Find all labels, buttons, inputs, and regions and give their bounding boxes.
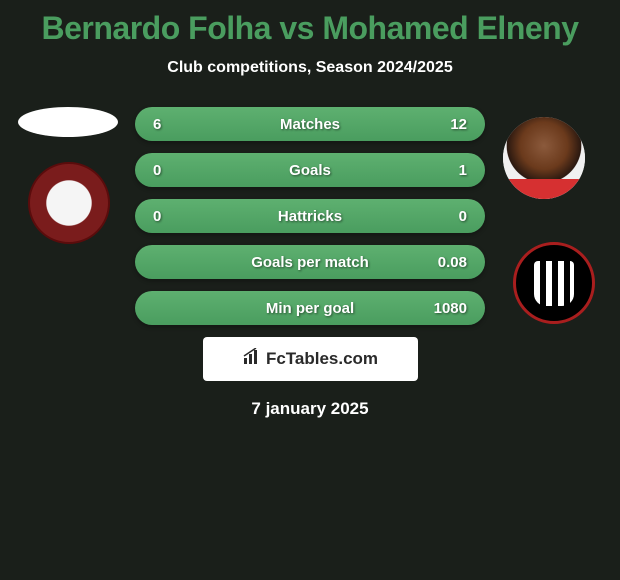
- date-text: 7 january 2025: [10, 399, 610, 419]
- stat-row-matches: 6 Matches 12: [135, 107, 485, 141]
- stat-left-value: 6: [153, 116, 193, 133]
- stat-left-value: 0: [153, 162, 193, 179]
- stat-right-value: 0.08: [427, 254, 467, 271]
- stat-right-value: 0: [427, 208, 467, 225]
- club-badge-left: [28, 162, 110, 244]
- season-subtitle: Club competitions, Season 2024/2025: [0, 59, 620, 77]
- stat-row-hattricks: 0 Hattricks 0: [135, 199, 485, 233]
- page-title: Bernardo Folha vs Mohamed Elneny: [0, 10, 620, 47]
- stat-right-value: 12: [427, 116, 467, 133]
- stat-row-goals-per-match: Goals per match 0.08: [135, 245, 485, 279]
- stat-left-value: 0: [153, 208, 193, 225]
- stat-label: Min per goal: [266, 300, 354, 317]
- chart-icon: [242, 348, 262, 371]
- watermark: FcTables.com: [203, 337, 418, 381]
- comparison-area: 6 Matches 12 0 Goals 1 0 Hattricks 0 Goa…: [0, 107, 620, 419]
- stat-label: Matches: [280, 116, 340, 133]
- stat-label: Goals: [289, 162, 331, 179]
- club-stripes-icon: [534, 261, 574, 306]
- stat-rows: 6 Matches 12 0 Goals 1 0 Hattricks 0 Goa…: [135, 107, 485, 325]
- club-badge-right: [513, 242, 595, 324]
- watermark-text: FcTables.com: [266, 349, 378, 369]
- stat-right-value: 1: [427, 162, 467, 179]
- stat-row-min-per-goal: Min per goal 1080: [135, 291, 485, 325]
- avatar-jersey-icon: [503, 179, 585, 200]
- player-avatar-left: [18, 107, 118, 137]
- comparison-card: Bernardo Folha vs Mohamed Elneny Club co…: [0, 0, 620, 419]
- stat-label: Hattricks: [278, 208, 342, 225]
- player-avatar-right: [503, 117, 585, 199]
- stat-row-goals: 0 Goals 1: [135, 153, 485, 187]
- stat-label: Goals per match: [251, 254, 369, 271]
- avatar-face-icon: [503, 117, 585, 199]
- stat-right-value: 1080: [427, 300, 467, 317]
